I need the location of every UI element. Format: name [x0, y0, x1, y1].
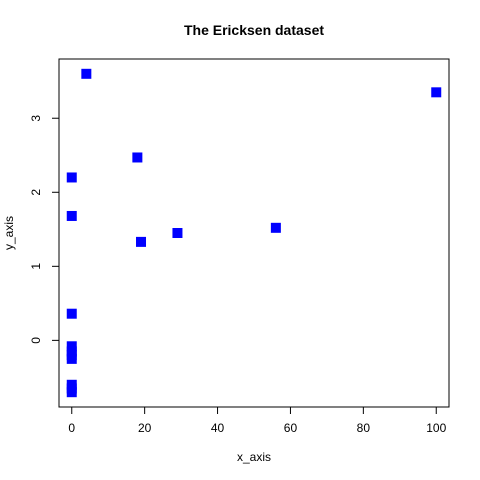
data-point: [66, 210, 77, 221]
data-point: [431, 87, 442, 98]
y-axis-label: y_axis: [2, 216, 16, 250]
x-tick-label: 0: [68, 421, 75, 435]
x-tick-label: 100: [426, 421, 446, 435]
x-tick-label: 60: [284, 421, 298, 435]
data-point: [66, 353, 77, 364]
data-points: [66, 68, 442, 398]
data-point: [66, 341, 77, 352]
y-tick-label: 2: [29, 189, 43, 196]
y-tick-label: 1: [29, 263, 43, 270]
data-point: [136, 236, 147, 247]
data-point: [270, 222, 281, 233]
x-tick-label: 20: [138, 421, 152, 435]
data-point: [66, 172, 77, 183]
y-axis: 0 1 2 3: [29, 115, 60, 344]
data-point: [66, 308, 77, 319]
data-point: [66, 387, 77, 398]
plot-frame: [58, 58, 450, 408]
data-point: [132, 152, 143, 163]
x-axis-label: x_axis: [237, 450, 271, 464]
data-point: [172, 228, 183, 238]
x-tick-label: 40: [211, 421, 225, 435]
chart-title: The Ericksen dataset: [184, 22, 324, 38]
x-axis: 0 20 40 60 80 100: [68, 406, 447, 435]
y-tick-label: 0: [29, 337, 43, 344]
x-tick-label: 80: [357, 421, 371, 435]
data-point: [81, 68, 92, 79]
y-tick-label: 3: [29, 115, 43, 122]
